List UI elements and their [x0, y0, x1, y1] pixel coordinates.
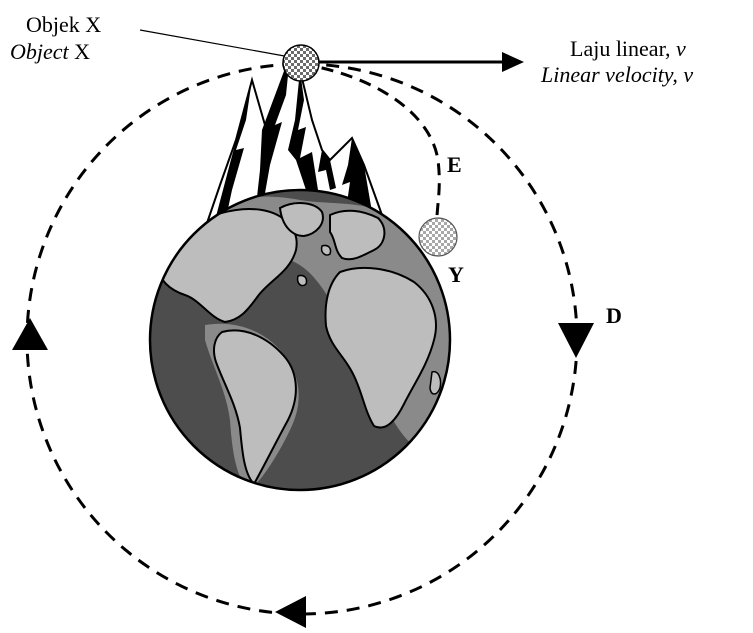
object-x-label-italic: Object [10, 39, 69, 64]
velocity-arrowhead [502, 52, 524, 72]
object-x-label-malay: Objek X [26, 12, 102, 37]
path-d-label: D [606, 303, 622, 328]
path-e [301, 62, 441, 217]
object-x-ball-icon [282, 44, 320, 82]
earth-globe-icon [150, 190, 450, 490]
path-e-label: E [447, 152, 462, 177]
velocity-label-malay-text: Laju linear, [570, 36, 677, 61]
orbit-arrow-right [558, 323, 594, 358]
velocity-symbol: v [676, 36, 686, 61]
orbit-arrow-left [12, 318, 48, 350]
object-y-ball-icon [418, 217, 458, 257]
point-y-label: Y [448, 262, 464, 287]
velocity-label-english: Linear velocity, v [541, 62, 694, 87]
object-x-leader-line [139, 29, 291, 58]
mountain-icon [204, 52, 384, 228]
object-x-label-suffix: X [68, 39, 91, 64]
orbit-arrow-bottom [275, 596, 306, 628]
earth-outline [148, 188, 452, 492]
velocity-label-malay: Laju linear, v [570, 36, 686, 62]
object-x-label-english: Object X [10, 39, 90, 65]
